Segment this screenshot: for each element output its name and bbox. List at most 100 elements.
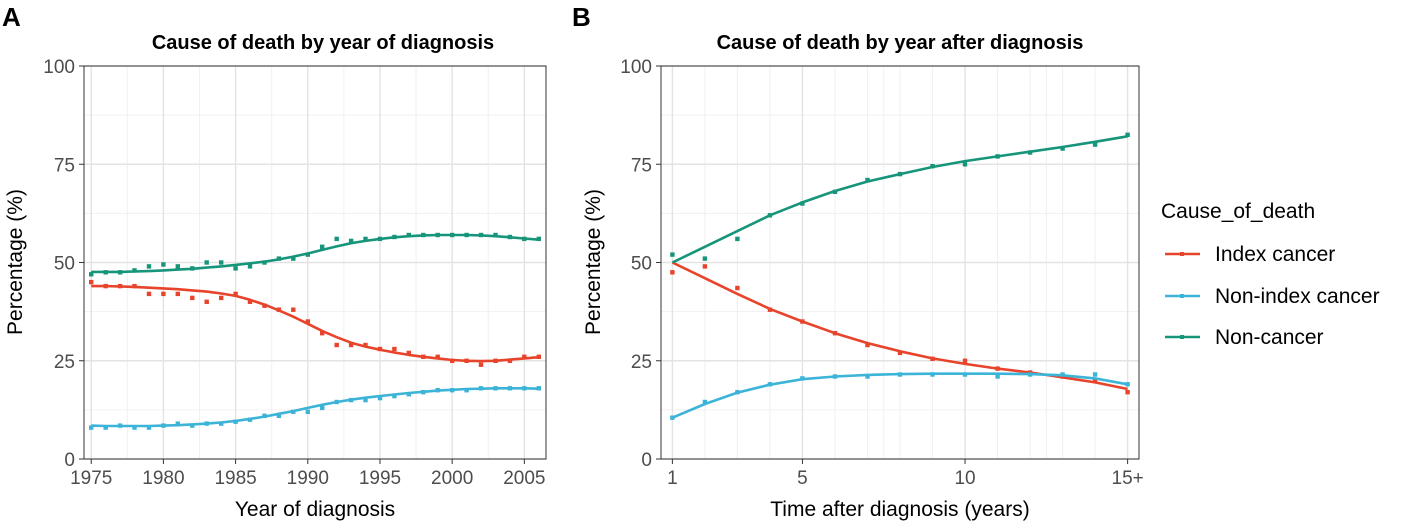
data-point-non-index-cancer <box>161 423 166 428</box>
data-point-non-cancer <box>161 262 166 267</box>
data-point-non-index-cancer <box>450 388 455 393</box>
data-point-non-index-cancer <box>247 417 253 422</box>
data-point-non-cancer <box>536 236 541 242</box>
y-axis-title-a: Percentage (%) <box>4 189 27 335</box>
x-tick-label: 1980 <box>142 468 184 489</box>
legend-item-index-cancer: Index cancer <box>1165 243 1335 266</box>
data-point-index-cancer <box>995 366 1000 371</box>
data-point-non-index-cancer <box>219 421 224 426</box>
data-point-non-index-cancer <box>377 395 383 401</box>
data-point-non-index-cancer <box>464 388 469 393</box>
data-point-non-index-cancer <box>478 386 484 391</box>
data-point-index-cancer <box>117 283 123 289</box>
ticks-b: 0 25 50 75 100 1 5 10 15+ <box>620 57 1143 489</box>
data-point-index-cancer <box>435 354 440 359</box>
data-point-non-index-cancer <box>406 392 411 397</box>
data-point-non-cancer <box>305 252 310 257</box>
y-tick-label: 50 <box>631 254 652 275</box>
data-point-non-cancer <box>204 260 209 265</box>
data-point-non-cancer <box>363 236 368 242</box>
data-point-non-index-cancer <box>1125 382 1130 387</box>
data-point-non-cancer <box>190 266 195 271</box>
data-point-non-index-cancer <box>320 405 325 411</box>
data-point-index-cancer <box>406 350 411 356</box>
data-point-index-cancer <box>377 346 383 352</box>
data-point-non-cancer <box>800 201 805 206</box>
data-point-non-cancer <box>435 232 440 238</box>
data-point-non-cancer <box>1060 146 1065 151</box>
x-tick-label: 10 <box>954 468 975 489</box>
data-point-non-index-cancer <box>522 386 527 391</box>
data-point-non-index-cancer <box>348 397 354 403</box>
x-axis-title-a: Year of diagnosis <box>235 498 395 521</box>
data-point-non-cancer <box>89 272 94 277</box>
data-point-non-cancer <box>1125 132 1130 137</box>
data-point-non-index-cancer <box>146 425 152 430</box>
data-point-non-cancer <box>995 154 1000 159</box>
data-point-non-index-cancer <box>995 374 1000 379</box>
data-point-index-cancer <box>247 299 253 304</box>
y-tick-label: 0 <box>64 450 75 471</box>
data-point-index-cancer <box>204 299 209 304</box>
data-point-non-index-cancer <box>421 390 426 395</box>
data-point-index-cancer <box>800 319 805 324</box>
y-tick-label: 50 <box>54 254 75 275</box>
data-point-non-index-cancer <box>930 372 935 377</box>
data-point-non-cancer <box>897 171 903 177</box>
data-point-non-cancer <box>276 256 282 261</box>
legend-title: Cause_of_death <box>1161 200 1315 223</box>
data-point-index-cancer <box>103 283 108 289</box>
x-tick-label: 2005 <box>503 468 545 489</box>
data-point-non-index-cancer <box>262 413 267 418</box>
data-point-index-cancer <box>320 331 325 336</box>
y-axis-title-b: Percentage (%) <box>582 189 605 335</box>
data-point-index-cancer <box>450 358 455 363</box>
data-point-non-cancer <box>930 164 935 169</box>
x-tick-label: 2000 <box>431 468 473 489</box>
legend-label-non-cancer: Non-cancer <box>1215 326 1324 349</box>
data-point-index-cancer <box>670 270 675 275</box>
data-point-index-cancer <box>865 342 870 348</box>
data-point-non-cancer <box>406 232 411 238</box>
data-point-non-index-cancer <box>117 423 123 428</box>
data-point-non-index-cancer <box>103 425 108 430</box>
data-point-index-cancer <box>493 358 498 363</box>
data-point-index-cancer <box>962 358 968 363</box>
y-tick-label: 25 <box>54 352 75 373</box>
data-point-non-cancer <box>702 256 708 261</box>
y-tick-label: 75 <box>631 155 652 176</box>
data-point-non-index-cancer <box>276 413 282 418</box>
data-point-non-cancer <box>670 252 675 257</box>
data-point-index-cancer <box>1125 390 1130 395</box>
data-point-index-cancer <box>767 307 773 312</box>
data-point-non-cancer <box>233 266 238 271</box>
data-point-non-cancer <box>865 177 870 183</box>
data-point-index-cancer <box>262 303 267 308</box>
data-point-non-cancer <box>392 234 397 240</box>
data-point-index-cancer <box>478 362 484 367</box>
data-point-non-index-cancer <box>190 423 195 428</box>
data-point-non-index-cancer <box>767 382 773 387</box>
x-axis-title-b: Time after diagnosis (years) <box>770 498 1029 521</box>
data-point-index-cancer <box>897 350 903 356</box>
data-point-index-cancer <box>392 346 397 352</box>
data-point-non-cancer <box>450 232 455 238</box>
data-point-non-index-cancer <box>334 399 339 405</box>
data-point-non-cancer <box>103 270 108 275</box>
data-point-non-index-cancer <box>132 425 137 430</box>
legend-label-index-cancer: Index cancer <box>1215 243 1335 266</box>
data-point-non-cancer <box>117 270 123 275</box>
series-line-index-cancer-a <box>91 284 539 363</box>
x-tick-label: 1975 <box>70 468 112 489</box>
data-point-index-cancer <box>146 291 152 297</box>
data-point-non-index-cancer <box>962 372 968 377</box>
data-point-index-cancer <box>421 354 426 359</box>
data-point-non-index-cancer <box>832 374 838 379</box>
data-point-index-cancer <box>291 307 296 312</box>
legend-item-non-index-cancer: Non-index cancer <box>1165 285 1380 308</box>
data-point-index-cancer <box>522 354 527 359</box>
data-point-index-cancer <box>363 342 368 348</box>
data-point-non-index-cancer <box>291 409 296 414</box>
y-tick-label: 100 <box>43 57 75 78</box>
data-point-non-index-cancer <box>435 388 440 393</box>
